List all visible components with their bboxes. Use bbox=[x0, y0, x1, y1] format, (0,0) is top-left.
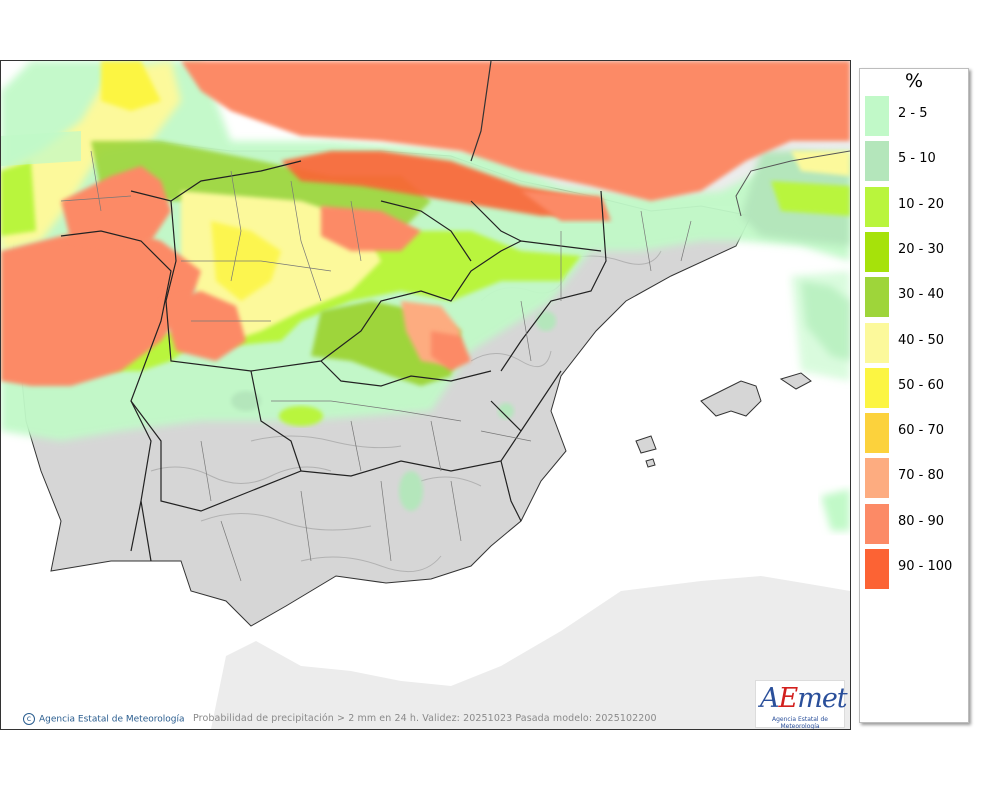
legend-item: 5 - 10 bbox=[863, 140, 963, 182]
legend-item: 70 - 80 bbox=[863, 457, 963, 499]
africa-landmass bbox=[211, 576, 850, 729]
legend-swatch bbox=[865, 549, 889, 589]
legend-label: 80 - 90 bbox=[898, 513, 945, 529]
legend-item: 60 - 70 bbox=[863, 412, 963, 454]
legend-item: 50 - 60 bbox=[863, 367, 963, 409]
legend-label: 40 - 50 bbox=[898, 332, 945, 348]
legend-swatch bbox=[865, 322, 889, 363]
legend-item: 10 - 20 bbox=[863, 186, 963, 228]
legend-label: 50 - 60 bbox=[898, 377, 945, 393]
legend-item: 20 - 30 bbox=[863, 231, 963, 273]
legend-swatch bbox=[865, 503, 889, 544]
credit-text: Agencia Estatal de Meteorología bbox=[39, 714, 185, 725]
legend-label: 20 - 30 bbox=[898, 241, 945, 257]
legend-swatch bbox=[865, 96, 889, 136]
legend-label: 5 - 10 bbox=[898, 151, 936, 167]
legend-label: 90 - 100 bbox=[898, 559, 953, 574]
legend-label: 30 - 40 bbox=[898, 287, 945, 303]
aemet-logo-subtitle: Agencia Estatal de Meteorología bbox=[771, 716, 828, 730]
legend-label: 60 - 70 bbox=[898, 423, 945, 439]
legend-panel: % 2 - 5 5 - 10 10 - 20 20 - 30 30 - 40 40 - 5… bbox=[859, 68, 969, 723]
legend-item: 40 - 50 bbox=[863, 322, 963, 364]
credit-line: c Agencia Estatal de Meteorología bbox=[23, 713, 185, 725]
aemet-logo: AEmet Agencia Estatal de Meteorología bbox=[755, 680, 848, 730]
legend-item: 90 - 100 bbox=[863, 548, 963, 590]
legend-label: 2 - 5 bbox=[898, 106, 928, 121]
legend-swatch bbox=[865, 231, 889, 272]
legend-swatch bbox=[865, 413, 889, 454]
copyright-icon: c bbox=[23, 713, 35, 725]
legend-swatch bbox=[865, 186, 889, 227]
legend-swatch bbox=[865, 458, 889, 499]
portugal-border bbox=[60, 230, 172, 552]
balearic-islands bbox=[635, 372, 812, 468]
legend-swatch bbox=[865, 277, 889, 318]
region-borders bbox=[130, 160, 607, 562]
legend-label: 70 - 80 bbox=[898, 468, 945, 484]
legend-item: 2 - 5 bbox=[863, 95, 963, 137]
legend-swatch bbox=[865, 367, 889, 408]
map-caption: Probabilidad de precipitación > 2 mm en … bbox=[193, 713, 657, 724]
france-border bbox=[470, 61, 492, 162]
aemet-logo-word: AEmet bbox=[760, 683, 848, 714]
legend-label: 10 - 20 bbox=[898, 196, 945, 212]
legend-swatch bbox=[865, 141, 889, 182]
france-coast bbox=[735, 150, 850, 217]
map-canvas bbox=[1, 61, 850, 729]
north-high-probability-area bbox=[181, 61, 850, 201]
legend-item: 80 - 90 bbox=[863, 503, 963, 545]
legend-title: % bbox=[904, 70, 924, 92]
province-borders bbox=[60, 150, 692, 582]
forecast-map: c Agencia Estatal de Meteorología Probabi… bbox=[0, 60, 851, 730]
legend-item: 30 - 40 bbox=[863, 276, 963, 318]
